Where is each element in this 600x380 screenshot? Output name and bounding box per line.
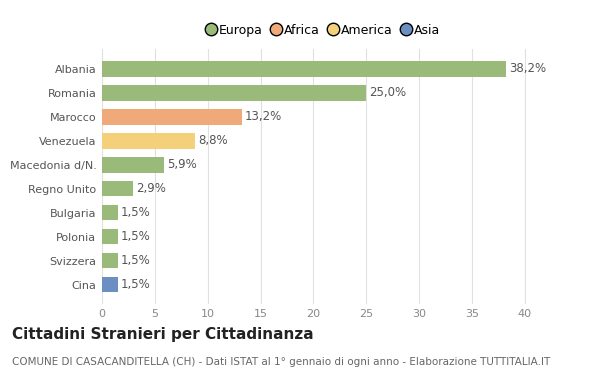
Bar bbox=[102, 61, 506, 76]
Bar bbox=[102, 277, 118, 293]
Text: 2,9%: 2,9% bbox=[136, 182, 166, 195]
Text: 38,2%: 38,2% bbox=[509, 62, 546, 75]
Bar bbox=[102, 205, 118, 220]
Bar bbox=[102, 133, 195, 149]
Bar bbox=[102, 157, 164, 173]
Text: 25,0%: 25,0% bbox=[370, 86, 407, 99]
Text: Cittadini Stranieri per Cittadinanza: Cittadini Stranieri per Cittadinanza bbox=[12, 327, 314, 342]
Text: 5,9%: 5,9% bbox=[167, 158, 197, 171]
Legend: Europa, Africa, America, Asia: Europa, Africa, America, Asia bbox=[204, 20, 444, 41]
Text: 13,2%: 13,2% bbox=[245, 110, 282, 123]
Bar bbox=[102, 181, 133, 196]
Bar bbox=[102, 229, 118, 244]
Bar bbox=[102, 253, 118, 268]
Bar bbox=[102, 85, 366, 101]
Text: 1,5%: 1,5% bbox=[121, 278, 151, 291]
Text: 1,5%: 1,5% bbox=[121, 230, 151, 243]
Text: 1,5%: 1,5% bbox=[121, 206, 151, 219]
Text: 1,5%: 1,5% bbox=[121, 254, 151, 267]
Text: COMUNE DI CASACANDITELLA (CH) - Dati ISTAT al 1° gennaio di ogni anno - Elaboraz: COMUNE DI CASACANDITELLA (CH) - Dati IST… bbox=[12, 357, 550, 367]
Bar bbox=[102, 109, 242, 125]
Text: 8,8%: 8,8% bbox=[198, 134, 228, 147]
